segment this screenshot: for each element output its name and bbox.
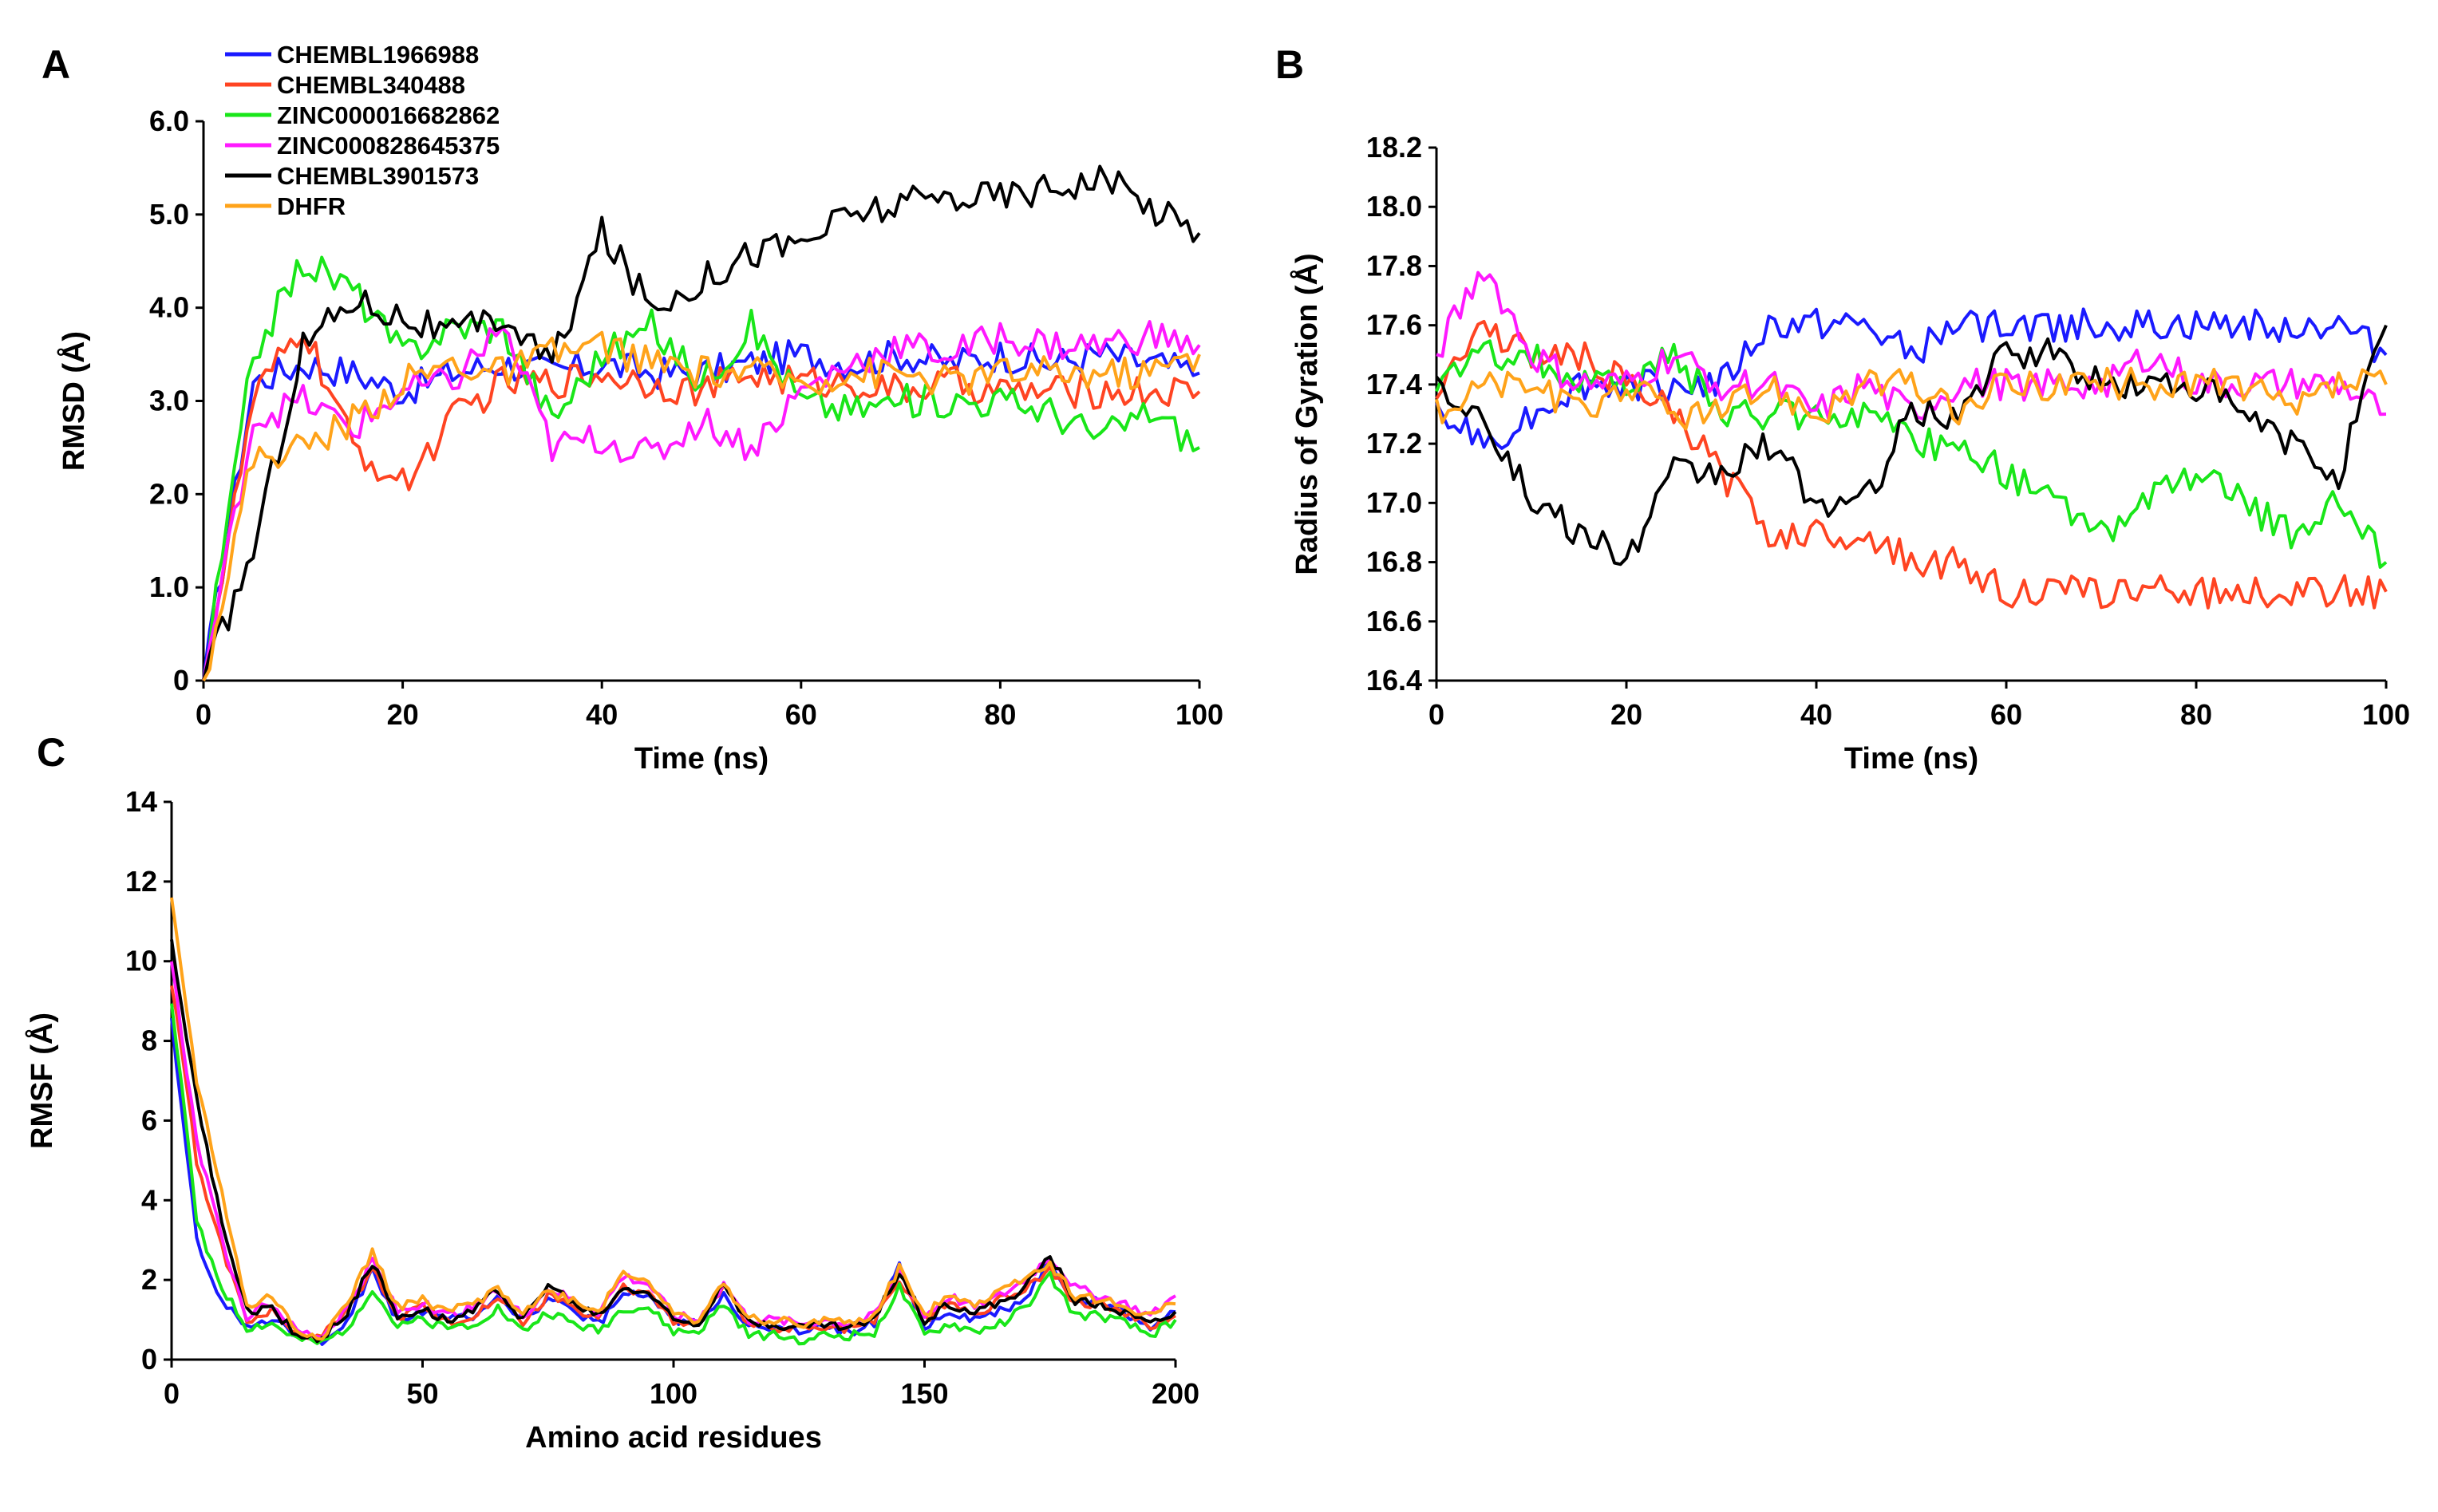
series-line-zinc000828645375 [170,961,1176,1340]
series-line-zinc000016682862 [1435,339,2388,569]
y-tick-label: 16.4 [1366,664,1422,697]
series-line-zinc000828645375 [202,320,1201,681]
y-tick-label: 6.0 [149,105,189,137]
y-tick-label: 18.2 [1366,131,1422,164]
y-tick-label: 2 [141,1263,157,1296]
legend-label: CHEMBL1966988 [277,41,479,69]
rmsf-chart: 0 2 4 6 8 10 12 14 0 50 100 150 200 Amino acid residu… [24,785,1199,1455]
panel-letter-a: A [41,42,70,87]
x-tick-label: 20 [387,698,419,731]
legend-label: CHEMBL3901573 [277,162,479,190]
y-tick-label: 2.0 [149,477,189,510]
x-tick-label: 100 [1176,698,1223,731]
x-tick-label: 60 [785,698,817,731]
legend-label: ZINC000828645375 [277,132,500,160]
y-tick-label: 10 [125,945,157,977]
series-line-chembl1966988 [170,1017,1176,1346]
x-tick-label: 20 [1610,698,1642,731]
series-line-chembl340488 [1435,319,2388,610]
y-tick-label: 17.0 [1366,486,1422,519]
legend-label: CHEMBL340488 [277,71,465,99]
x-axis-label: Time (ns) [634,742,769,776]
y-tick-label: 6 [141,1103,157,1136]
legend: CHEMBL1966988CHEMBL340488ZINC00001668286… [225,41,500,220]
series-line-dhfr [1435,366,2388,431]
y-tick-label: 5.0 [149,198,189,231]
x-tick-label: 80 [984,698,1016,731]
x-tick-label: 200 [1152,1377,1199,1410]
x-axis-label: Amino acid residues [525,1421,822,1455]
x-tick-label: 40 [1800,698,1832,731]
y-tick-label: 12 [125,865,157,898]
panel-letter-c: C [37,730,65,775]
series-line-zinc000016682862 [170,1003,1177,1346]
y-axis-label: RMSF (Å) [24,1013,59,1149]
x-tick-label: 50 [406,1377,438,1410]
y-tick-label: 17.6 [1366,309,1422,341]
y-tick-label: 18.0 [1366,190,1422,223]
series-line-chembl3901573 [1435,324,2388,567]
x-tick-label: 150 [900,1377,948,1410]
y-tick-label: 17.4 [1366,368,1422,401]
panel-letter-b: B [1275,42,1304,87]
y-tick-label: 4.0 [149,291,189,324]
y-tick-label: 0 [173,664,189,697]
x-tick-label: 40 [586,698,618,731]
y-tick-label: 8 [141,1024,157,1057]
radius-of-gyration-chart: 16.4 16.6 16.8 17.0 17.2 17.4 17.6 17.8 18.0 18.2… [1289,131,2410,776]
y-axis-label: RMSD (Å) [56,331,91,471]
x-tick-label: 0 [1428,698,1444,731]
y-tick-label: 14 [125,785,157,818]
x-tick-label: 60 [1990,698,2022,731]
x-tick-label: 0 [196,698,211,731]
series-line-zinc000016682862 [202,255,1200,681]
y-tick-label: 17.2 [1366,427,1422,460]
x-tick-label: 100 [650,1377,697,1410]
series-line-chembl340488 [202,335,1201,681]
legend-label: ZINC000016682862 [277,101,500,129]
y-tick-label: 1.0 [149,570,189,603]
series-line-chembl1966988 [202,339,1200,681]
series-line-chembl3901573 [202,164,1201,681]
y-tick-label: 16.8 [1366,546,1422,578]
rmsd-chart: 0 1.0 2.0 3.0 4.0 5.0 6.0 0 20 40 60 80 100 Time (ns)… [56,105,1223,776]
y-tick-label: 3.0 [149,385,189,417]
x-tick-label: 0 [164,1377,180,1410]
series-line-dhfr [170,897,1176,1341]
series-line-chembl3901573 [170,939,1177,1344]
y-tick-label: 0 [141,1343,157,1376]
y-tick-label: 16.6 [1366,605,1422,638]
series-line-dhfr [202,330,1201,681]
x-tick-label: 100 [2362,698,2410,731]
y-tick-label: 17.8 [1366,249,1422,282]
y-tick-label: 4 [141,1183,157,1216]
x-axis-label: Time (ns) [1844,742,1978,776]
y-axis-label: Radius of Gyration (Å) [1289,253,1324,574]
x-tick-label: 80 [2180,698,2212,731]
legend-label: DHFR [277,192,346,220]
